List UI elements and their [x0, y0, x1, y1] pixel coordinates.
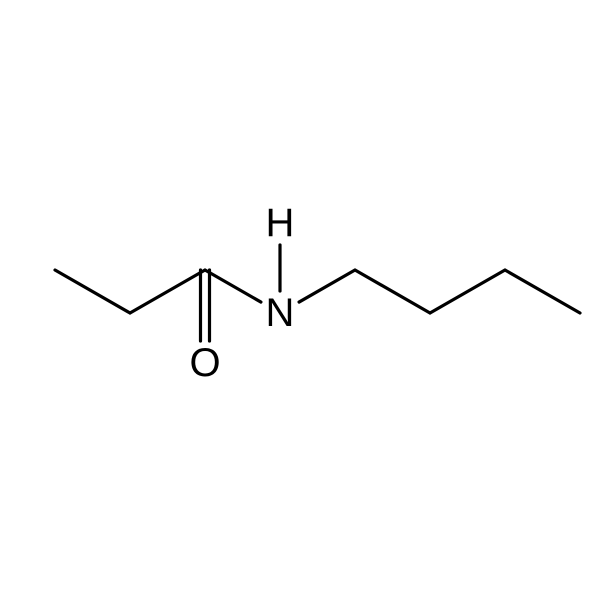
bond-line — [299, 270, 355, 302]
molecule-diagram: O N H — [0, 0, 600, 600]
bond-line — [130, 270, 205, 313]
bond-line — [205, 270, 261, 302]
atom-label-n: N — [266, 291, 295, 335]
atom-label-o: O — [189, 341, 220, 385]
bond-line — [55, 270, 130, 313]
bond-line — [430, 270, 505, 313]
atom-label-h: H — [266, 201, 295, 245]
bond-line — [355, 270, 430, 313]
bond-line — [505, 270, 580, 313]
